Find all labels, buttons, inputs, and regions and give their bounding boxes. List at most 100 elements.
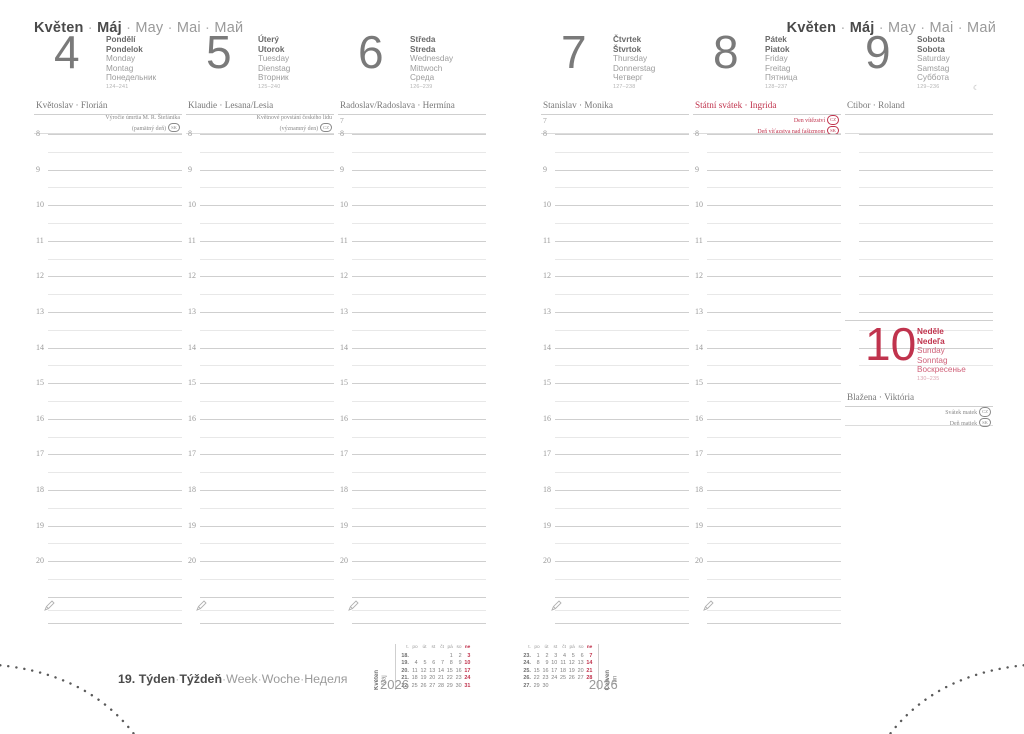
hour-row[interactable]: 20 [541,556,689,597]
note-row[interactable] [693,622,841,649]
mini-day-cell[interactable]: 25 [560,675,567,682]
mini-day-cell[interactable] [550,682,559,690]
hour-row[interactable]: 14 [541,343,689,384]
hour-row[interactable]: 20 [186,556,334,597]
hour-row[interactable]: 11 [338,236,486,277]
mini-day-cell[interactable]: 4 [563,652,567,659]
mini-day-cell[interactable]: 13 [429,667,436,674]
hour-row[interactable]: 10 [693,200,841,241]
mini-day-cell[interactable]: 14 [438,667,445,674]
hour-row[interactable]: 9 [34,165,182,206]
mini-day-cell[interactable]: 18 [411,675,418,682]
mini-day-cell[interactable]: 26 [568,675,575,682]
hour-row[interactable]: 16 [541,414,689,455]
note-row[interactable] [186,596,334,623]
hour-row[interactable]: 19 [338,521,486,562]
mini-day-cell[interactable] [437,652,446,660]
mini-day-cell[interactable]: 11 [412,667,418,674]
mini-day-cell[interactable]: 9 [458,660,462,667]
mini-day-cell[interactable]: 27 [429,683,436,689]
hour-row[interactable]: 13 [845,311,993,348]
hour-row[interactable]: 12 [541,271,689,312]
hour-row[interactable]: 12 [338,271,486,312]
hour-row[interactable]: 20 [34,556,182,597]
mini-day-cell[interactable]: 14 [586,660,593,667]
mini-day-cell[interactable]: 23 [455,675,462,682]
mini-day-cell[interactable]: 28 [586,675,593,682]
day-column-7[interactable]: 7 Čtvrtek Štvrtok Thursday Donnerstag Четверг… [541,29,689,649]
hour-row[interactable]: 8 [845,134,993,170]
mini-day-cell[interactable]: 6 [580,652,584,659]
mini-day-cell[interactable]: 1 [449,652,453,659]
hour-row[interactable]: 18 [34,485,182,526]
mini-day-cell[interactable]: 7 [441,660,445,667]
hour-row[interactable]: 17 [541,449,689,490]
mini-day-cell[interactable]: 20 [429,675,436,682]
mini-day-cell[interactable]: 29 [533,683,540,689]
hour-row[interactable]: 18 [338,485,486,526]
mini-day-cell[interactable]: 8 [449,660,453,667]
hour-row[interactable]: 17 [34,449,182,490]
hour-row[interactable]: 18 [693,485,841,526]
hour-row[interactable]: 19 [693,521,841,562]
day-column-4[interactable]: 4 Pondělí Pondelok Monday Montag Понедельник 1… [34,29,182,649]
hour-row[interactable]: 8 [34,129,182,170]
mini-day-cell[interactable]: 4 [414,660,418,667]
mini-day-cell[interactable]: 3 [467,652,471,659]
mini-day-cell[interactable]: 9 [545,660,549,667]
hour-row[interactable]: 12 [693,271,841,312]
hour-row[interactable]: 14 [34,343,182,384]
mini-day-cell[interactable]: 26 [420,683,427,689]
hour-row[interactable]: 19 [541,521,689,562]
hour-row[interactable]: 13 [693,307,841,348]
hour-row[interactable]: 18 [186,485,334,526]
mini-day-cell[interactable] [410,652,419,660]
hour-row[interactable]: 8 [693,129,841,170]
hour-row[interactable]: 17 [693,449,841,490]
hour-row[interactable]: 18 [541,485,689,526]
hour-row[interactable]: 15 [693,378,841,419]
mini-day-cell[interactable] [419,652,428,660]
mini-day-cell[interactable]: 8 [536,660,540,667]
mini-day-cell[interactable]: 30 [455,683,462,689]
mini-day-cell[interactable] [559,682,568,690]
note-row[interactable] [338,622,486,649]
mini-day-cell[interactable]: 12 [568,660,575,667]
hour-row[interactable]: 14 [693,343,841,384]
hour-row[interactable]: 8 [541,129,689,170]
hour-row[interactable]: 16 [34,414,182,455]
hour-row[interactable]: 9 [845,169,993,206]
hour-row[interactable]: 10 [845,205,993,241]
note-row[interactable] [338,596,486,623]
mini-day-cell[interactable]: 30 [542,683,549,689]
mini-calendar-may[interactable]: Květen Máj t. po út st čt pá so ne 18. 1 2 3 19. 4 5 6 7 8 9… [372,644,472,692]
mini-day-cell[interactable]: 16 [455,667,462,674]
hour-row[interactable]: 13 [338,307,486,348]
hour-row[interactable]: 17 [338,449,486,490]
mini-day-cell[interactable]: 15 [533,667,540,674]
hour-row[interactable]: 14 [338,343,486,384]
hour-row[interactable]: 10 [34,200,182,241]
hour-row[interactable]: 15 [338,378,486,419]
note-row[interactable] [34,622,182,649]
mini-day-cell[interactable]: 21 [438,675,445,682]
mini-day-cell[interactable]: 7 [589,652,593,659]
mini-day-cell[interactable] [576,682,585,690]
mini-day-cell[interactable] [567,682,576,690]
mini-day-cell[interactable]: 2 [545,652,549,659]
mini-day-cell[interactable]: 23 [542,675,549,682]
hour-row[interactable]: 19 [186,521,334,562]
mini-day-cell[interactable]: 19 [568,667,575,674]
hour-row[interactable]: 14 [845,347,993,384]
note-row[interactable] [34,596,182,623]
hour-row[interactable]: 8 [338,129,486,170]
mini-day-cell[interactable] [428,652,437,660]
note-row[interactable] [186,622,334,649]
hour-row[interactable]: 12 [186,271,334,312]
day-column-8[interactable]: 8 Pátek Piatok Friday Freitag Пятница 128–237 S… [693,29,841,649]
mini-day-cell[interactable]: 11 [560,660,567,667]
